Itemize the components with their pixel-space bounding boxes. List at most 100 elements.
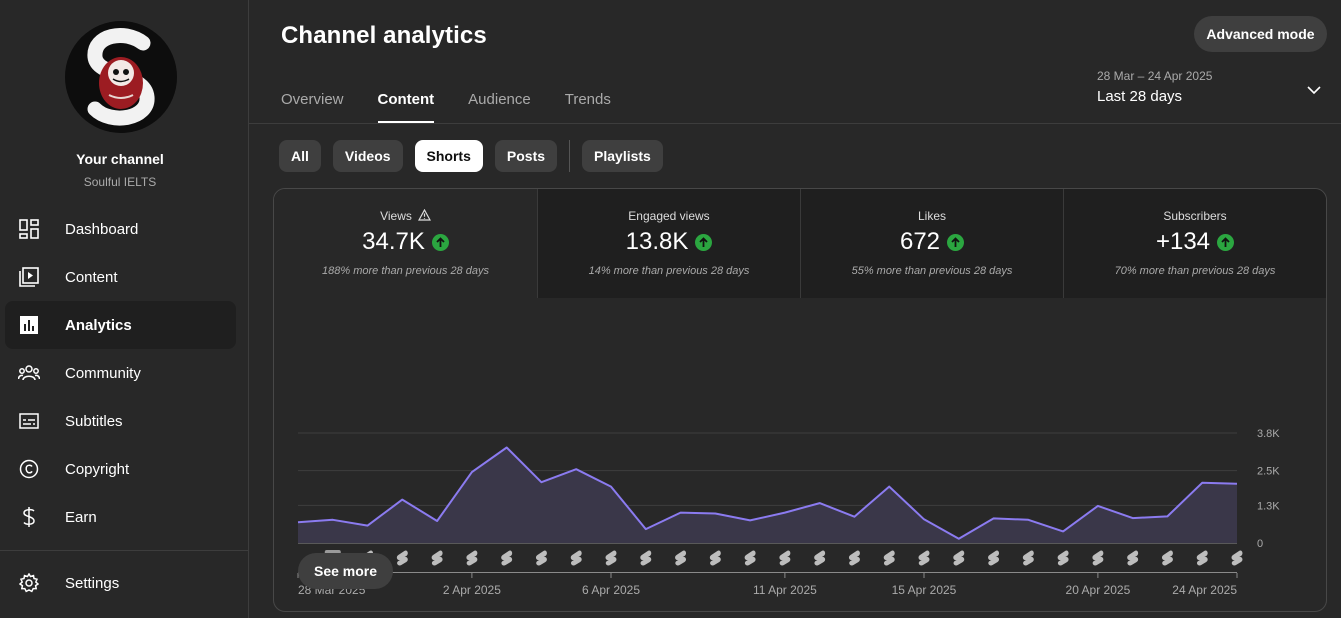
sidebar-item-dashboard[interactable]: Dashboard	[5, 205, 236, 253]
metric-note: 55% more than previous 28 days	[851, 265, 1013, 277]
shorts-icon	[1092, 550, 1104, 566]
date-range-picker[interactable]: 28 Mar – 24 Apr 2025 Last 28 days	[1097, 66, 1327, 114]
x-tick-label: 20 Apr 2025	[1066, 583, 1131, 597]
shorts-icon	[779, 550, 791, 566]
metric-value-wrap: 13.8K	[538, 228, 800, 256]
filter-shorts[interactable]: Shorts	[414, 140, 483, 172]
shorts-icon	[814, 550, 826, 566]
sidebar-item-subtitles[interactable]: Subtitles	[5, 397, 236, 445]
filter-separator	[569, 140, 571, 172]
x-tick-label: 2 Apr 2025	[443, 583, 501, 597]
sidebar-item-copyright[interactable]: Copyright	[5, 445, 236, 493]
metric-label: Engaged views	[628, 209, 710, 223]
shorts-icon	[640, 550, 652, 566]
shorts-icon	[744, 550, 756, 566]
metric-value: 34.7K	[362, 228, 425, 255]
y-tick-label: 0	[1257, 538, 1263, 550]
metric-value-wrap: +134	[1064, 228, 1326, 256]
sidebar-item-label: Dashboard	[65, 220, 139, 238]
filter-playlists[interactable]: Playlists	[582, 140, 663, 172]
sidebar-item-label: Community	[65, 364, 141, 382]
warning-icon[interactable]	[417, 208, 431, 224]
advanced-mode-button[interactable]: Advanced mode	[1194, 16, 1327, 52]
dashboard-icon	[18, 218, 40, 240]
filter-videos[interactable]: Videos	[332, 140, 403, 172]
shorts-icon	[1161, 550, 1173, 566]
metric-engaged-views[interactable]: Engaged views 13.8K 14% more than previo…	[537, 189, 800, 298]
content-type-filters: All Videos Shorts Posts Playlists	[279, 140, 675, 172]
metric-note: 14% more than previous 28 days	[588, 265, 750, 277]
period-text: Last 28 days	[1097, 88, 1183, 105]
channel-handle: Soulful IELTS	[83, 175, 157, 189]
analytics-tabs: Overview Content Audience Trends	[281, 78, 645, 123]
tab-audience[interactable]: Audience	[468, 91, 531, 108]
channel-avatar[interactable]	[65, 21, 177, 133]
metric-label-wrap: Views	[274, 208, 537, 224]
filter-posts[interactable]: Posts	[494, 140, 558, 172]
arrow-up-icon	[1217, 233, 1235, 251]
date-range-text: 28 Mar – 24 Apr 2025	[1097, 69, 1213, 83]
main-content: Channel analytics Advanced mode Overview…	[249, 0, 1341, 618]
shorts-icon	[675, 550, 687, 566]
copyright-icon	[18, 458, 40, 480]
x-tick-label: 6 Apr 2025	[582, 583, 640, 597]
filter-all[interactable]: All	[279, 140, 321, 172]
see-more-button[interactable]: See more	[298, 553, 394, 589]
metric-note: 70% more than previous 28 days	[1114, 265, 1276, 277]
x-tick-label: 15 Apr 2025	[892, 583, 957, 597]
shorts-icon	[1057, 550, 1069, 566]
tab-content[interactable]: Content	[377, 78, 435, 123]
shorts-icon	[501, 550, 513, 566]
arrow-up-icon	[947, 233, 965, 251]
y-tick-label: 3.8K	[1257, 428, 1280, 440]
sidebar-item-earn[interactable]: Earn	[5, 493, 236, 541]
sidebar-item-content[interactable]: Content	[5, 253, 236, 301]
sidebar-nav: Dashboard Content Analytics Community Su…	[5, 205, 236, 541]
shorts-icon	[1196, 550, 1208, 566]
sidebar-item-label: Content	[65, 268, 118, 286]
tab-overview[interactable]: Overview	[281, 91, 344, 108]
metric-value-wrap: 672	[801, 228, 1063, 256]
earn-icon	[18, 506, 40, 528]
shorts-icon	[535, 550, 547, 566]
shorts-icon	[1127, 550, 1139, 566]
y-tick-label: 1.3K	[1257, 500, 1280, 512]
gear-icon	[18, 572, 40, 594]
shorts-icon	[396, 550, 408, 566]
metric-views[interactable]: Views 34.7K 188% more than previous 28 d…	[274, 189, 537, 298]
shorts-icon	[848, 550, 860, 566]
arrow-up-icon	[431, 233, 449, 251]
shorts-icon	[918, 550, 930, 566]
sidebar-item-settings[interactable]: Settings	[5, 559, 236, 607]
metric-value: 13.8K	[625, 228, 689, 255]
metric-label: Views	[380, 209, 412, 223]
subtitles-icon	[18, 410, 40, 432]
sidebar-item-label: Settings	[65, 574, 120, 592]
shorts-icon	[988, 550, 1000, 566]
metric-label: Likes	[917, 209, 946, 223]
x-tick-label: 24 Apr 2025	[1172, 583, 1237, 597]
metric-value: 672	[899, 228, 941, 255]
sidebar-item-analytics[interactable]: Analytics	[5, 301, 236, 349]
sidebar-item-label: Subtitles	[65, 412, 123, 430]
x-tick-label: 11 Apr 2025	[753, 583, 817, 597]
shorts-icon	[1231, 550, 1243, 566]
shorts-icon	[570, 550, 582, 566]
metric-note: 188% more than previous 28 days	[322, 265, 489, 277]
sidebar-item-label: Analytics	[65, 316, 132, 334]
metric-label: Subscribers	[1163, 209, 1227, 223]
sidebar-item-label: Earn	[65, 508, 97, 526]
metric-subscribers[interactable]: Subscribers +134 70% more than previous …	[1063, 189, 1326, 298]
metric-likes[interactable]: Likes 672 55% more than previous 28 days	[800, 189, 1063, 298]
shorts-icon	[431, 550, 443, 566]
shorts-icon	[605, 550, 617, 566]
analytics-icon	[18, 314, 40, 336]
analytics-card: Views 34.7K 188% more than previous 28 d…	[273, 188, 1327, 612]
tab-trends[interactable]: Trends	[564, 91, 611, 108]
metric-value: +134	[1155, 228, 1211, 255]
sidebar: Your channel Soulful IELTS Dashboard Con…	[0, 0, 249, 618]
shorts-icon	[709, 550, 721, 566]
y-tick-label: 2.5K	[1257, 466, 1280, 478]
sidebar-item-community[interactable]: Community	[5, 349, 236, 397]
